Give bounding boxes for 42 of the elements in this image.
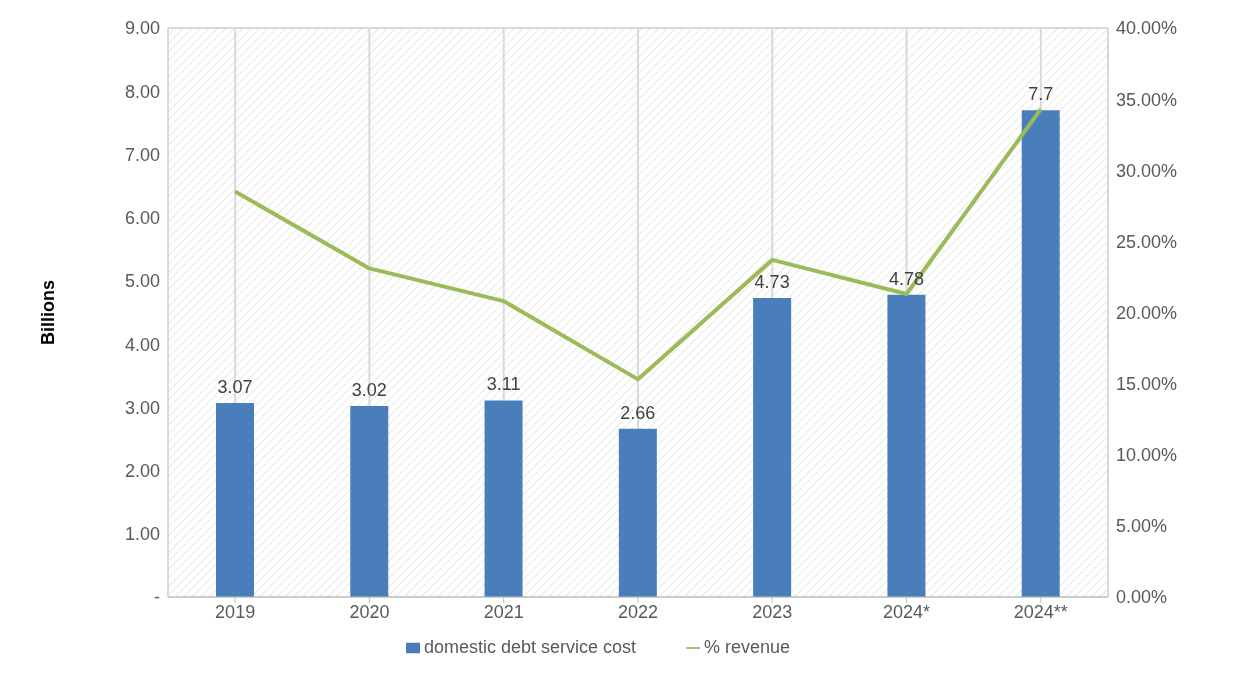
x-tick-label: 2022 [617, 601, 659, 622]
x-tick-label: 2021 [483, 601, 524, 622]
bar [618, 428, 657, 597]
x-tick-label: 2024** [1013, 601, 1068, 622]
legend-label: domestic debt service cost [423, 637, 637, 657]
y2-tick-label: 20.00% [1116, 302, 1178, 323]
data-label: 3.11 [486, 374, 521, 395]
y-tick-label: 5.00 [124, 271, 160, 292]
y-tick-label: 4.00 [124, 334, 160, 355]
y-tick-label: 1.00 [124, 524, 160, 545]
y2-tick-label: 25.00% [1116, 231, 1178, 252]
y2-tick-label: 30.00% [1116, 160, 1178, 181]
x-tick-label: 2020 [349, 601, 390, 622]
x-tick-label: 2019 [215, 601, 256, 622]
bar [753, 297, 792, 597]
data-label: 2.66 [620, 402, 656, 423]
bar [1021, 110, 1060, 597]
data-label: 3.07 [217, 376, 253, 397]
y-tick-label: 8.00 [124, 81, 160, 102]
y2-tick-label: 5.00% [1116, 516, 1168, 537]
bar [887, 294, 926, 597]
y-tick-label: 2.00 [124, 460, 160, 481]
bar [350, 406, 389, 597]
y2-tick-label: 10.00% [1116, 445, 1178, 466]
y2-tick-label: 35.00% [1116, 89, 1178, 110]
y-axis-title: Billions [38, 279, 59, 346]
y-tick-label: 7.00 [124, 144, 160, 165]
x-tick-label: 2023 [752, 601, 793, 622]
y2-tick-label: 0.00% [1116, 587, 1168, 608]
y-tick-label: - [154, 587, 160, 608]
x-tick-label: 2024* [883, 601, 931, 622]
legend-label: % revenue [704, 637, 791, 657]
bar [216, 402, 254, 597]
y2-tick-label: 40.00% [1116, 18, 1178, 39]
data-label: 7.7 [1028, 84, 1054, 105]
data-label: 4.73 [754, 271, 790, 292]
y-tick-label: 9.00 [124, 18, 160, 39]
y2-tick-label: 15.00% [1116, 374, 1178, 395]
bar [484, 400, 523, 597]
y-tick-label: 3.00 [124, 397, 160, 418]
y-tick-label: 6.00 [124, 208, 160, 229]
data-label: 3.02 [351, 380, 387, 401]
